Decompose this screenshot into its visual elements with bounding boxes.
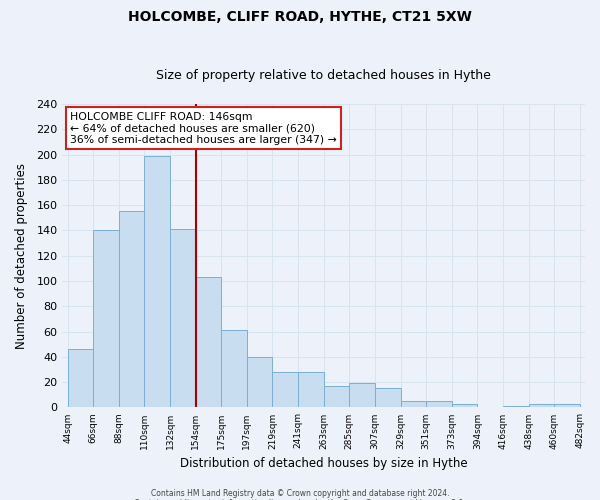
Text: Contains HM Land Registry data © Crown copyright and database right 2024.: Contains HM Land Registry data © Crown c… xyxy=(151,488,449,498)
X-axis label: Distribution of detached houses by size in Hythe: Distribution of detached houses by size … xyxy=(180,457,467,470)
Bar xyxy=(196,277,221,407)
Bar xyxy=(375,388,401,407)
Bar xyxy=(401,401,426,407)
Bar xyxy=(452,404,478,407)
Bar xyxy=(93,230,119,408)
Text: HOLCOMBE CLIFF ROAD: 146sqm
← 64% of detached houses are smaller (620)
36% of se: HOLCOMBE CLIFF ROAD: 146sqm ← 64% of det… xyxy=(70,112,337,145)
Bar xyxy=(170,229,196,408)
Bar xyxy=(529,404,554,407)
Bar xyxy=(298,372,324,408)
Bar xyxy=(247,357,272,408)
Bar xyxy=(68,350,93,408)
Y-axis label: Number of detached properties: Number of detached properties xyxy=(15,162,28,348)
Bar xyxy=(554,404,580,407)
Bar xyxy=(221,330,247,407)
Bar xyxy=(119,212,145,408)
Text: Contains public sector information licensed under the Open Government Licence v3: Contains public sector information licen… xyxy=(134,498,466,500)
Bar xyxy=(503,406,529,407)
Title: Size of property relative to detached houses in Hythe: Size of property relative to detached ho… xyxy=(156,69,491,82)
Bar xyxy=(426,401,452,407)
Bar xyxy=(324,386,349,407)
Text: HOLCOMBE, CLIFF ROAD, HYTHE, CT21 5XW: HOLCOMBE, CLIFF ROAD, HYTHE, CT21 5XW xyxy=(128,10,472,24)
Bar xyxy=(272,372,298,408)
Bar xyxy=(349,384,375,407)
Bar xyxy=(145,156,170,407)
